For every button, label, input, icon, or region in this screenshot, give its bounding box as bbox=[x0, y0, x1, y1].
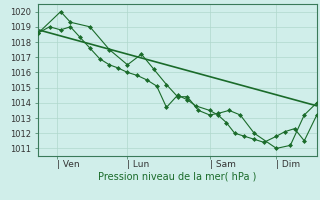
X-axis label: Pression niveau de la mer( hPa ): Pression niveau de la mer( hPa ) bbox=[99, 172, 257, 182]
